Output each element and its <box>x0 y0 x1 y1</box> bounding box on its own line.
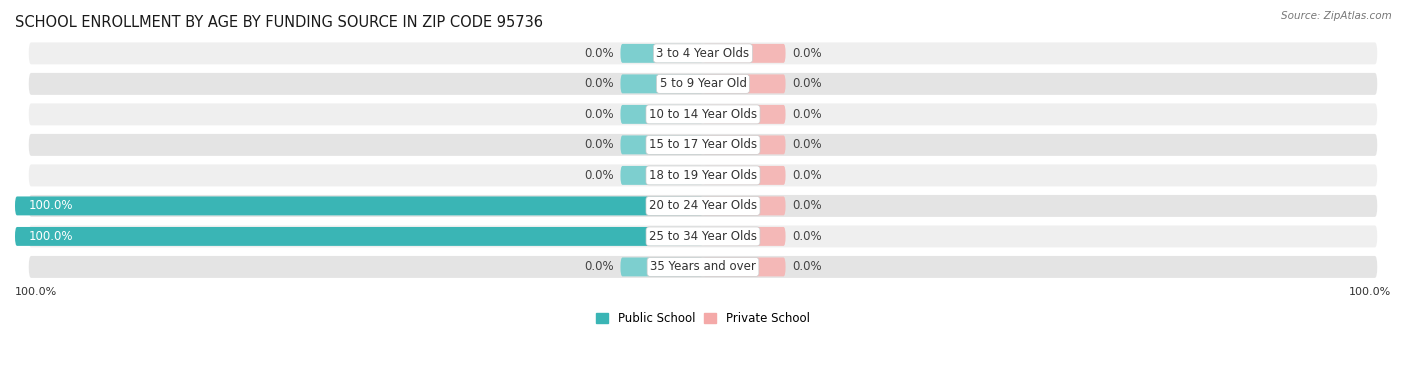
Text: 0.0%: 0.0% <box>583 260 613 273</box>
FancyBboxPatch shape <box>703 257 786 276</box>
Text: 0.0%: 0.0% <box>793 169 823 182</box>
FancyBboxPatch shape <box>15 227 703 246</box>
FancyBboxPatch shape <box>703 197 786 215</box>
FancyBboxPatch shape <box>28 225 1378 248</box>
Text: 35 Years and over: 35 Years and over <box>650 260 756 273</box>
Text: 100.0%: 100.0% <box>15 287 58 297</box>
Text: 10 to 14 Year Olds: 10 to 14 Year Olds <box>650 108 756 121</box>
Text: 0.0%: 0.0% <box>793 77 823 90</box>
FancyBboxPatch shape <box>620 44 703 63</box>
FancyBboxPatch shape <box>28 134 1378 156</box>
FancyBboxPatch shape <box>28 104 1378 125</box>
Text: Source: ZipAtlas.com: Source: ZipAtlas.com <box>1281 11 1392 21</box>
FancyBboxPatch shape <box>28 195 1378 217</box>
FancyBboxPatch shape <box>703 166 786 185</box>
Text: 0.0%: 0.0% <box>793 260 823 273</box>
Legend: Public School, Private School: Public School, Private School <box>592 308 814 330</box>
Text: 0.0%: 0.0% <box>793 138 823 152</box>
Text: 0.0%: 0.0% <box>583 169 613 182</box>
FancyBboxPatch shape <box>15 197 703 215</box>
Text: 0.0%: 0.0% <box>793 230 823 243</box>
FancyBboxPatch shape <box>28 73 1378 95</box>
Text: 20 to 24 Year Olds: 20 to 24 Year Olds <box>650 200 756 212</box>
FancyBboxPatch shape <box>28 256 1378 278</box>
Text: 5 to 9 Year Old: 5 to 9 Year Old <box>659 77 747 90</box>
FancyBboxPatch shape <box>703 227 786 246</box>
Text: 100.0%: 100.0% <box>1348 287 1391 297</box>
FancyBboxPatch shape <box>620 257 703 276</box>
Text: 15 to 17 Year Olds: 15 to 17 Year Olds <box>650 138 756 152</box>
FancyBboxPatch shape <box>703 135 786 154</box>
Text: 0.0%: 0.0% <box>793 200 823 212</box>
FancyBboxPatch shape <box>703 105 786 124</box>
Text: 0.0%: 0.0% <box>583 47 613 60</box>
FancyBboxPatch shape <box>703 44 786 63</box>
FancyBboxPatch shape <box>620 74 703 93</box>
FancyBboxPatch shape <box>28 164 1378 186</box>
Text: 0.0%: 0.0% <box>793 108 823 121</box>
FancyBboxPatch shape <box>620 166 703 185</box>
FancyBboxPatch shape <box>620 135 703 154</box>
FancyBboxPatch shape <box>620 105 703 124</box>
FancyBboxPatch shape <box>28 42 1378 64</box>
Text: 3 to 4 Year Olds: 3 to 4 Year Olds <box>657 47 749 60</box>
Text: SCHOOL ENROLLMENT BY AGE BY FUNDING SOURCE IN ZIP CODE 95736: SCHOOL ENROLLMENT BY AGE BY FUNDING SOUR… <box>15 15 543 30</box>
Text: 0.0%: 0.0% <box>583 108 613 121</box>
Text: 18 to 19 Year Olds: 18 to 19 Year Olds <box>650 169 756 182</box>
Text: 0.0%: 0.0% <box>583 77 613 90</box>
Text: 100.0%: 100.0% <box>28 200 73 212</box>
Text: 100.0%: 100.0% <box>28 230 73 243</box>
Text: 0.0%: 0.0% <box>793 47 823 60</box>
Text: 0.0%: 0.0% <box>583 138 613 152</box>
Text: 25 to 34 Year Olds: 25 to 34 Year Olds <box>650 230 756 243</box>
FancyBboxPatch shape <box>703 74 786 93</box>
